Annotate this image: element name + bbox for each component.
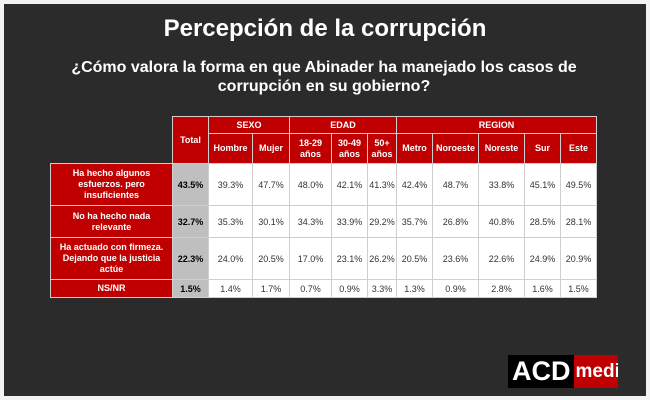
results-table: Total SEXO EDAD REGION Hombre Mujer 18-2… — [50, 116, 598, 298]
value-cell: 34.3% — [289, 205, 333, 238]
group-header-row: Total SEXO EDAD REGION — [50, 116, 598, 164]
value-cell: 26.2% — [367, 237, 398, 280]
row-label: Ha hecho algunos esfuerzos. pero insufic… — [50, 163, 173, 206]
group-header-sexo: SEXO — [207, 116, 291, 134]
value-cell: 20.5% — [396, 237, 434, 280]
value-cell: 2.8% — [478, 279, 526, 298]
row-label: Ha actuado con firmeza. Dejando que la j… — [50, 237, 173, 280]
page-title: Percepción de la corrupción — [163, 15, 487, 42]
total-cell: 22.3% — [172, 237, 209, 280]
column-header: Hombre — [208, 133, 253, 164]
value-cell: 1.5% — [560, 279, 598, 298]
column-header: 30-49 años — [331, 133, 369, 164]
value-cell: 41.3% — [367, 163, 398, 206]
value-cell: 1.4% — [208, 279, 253, 298]
column-header: Noroeste — [432, 133, 480, 164]
value-cell: 0.7% — [289, 279, 333, 298]
value-cell: 42.4% — [396, 163, 434, 206]
value-cell: 35.7% — [396, 205, 434, 238]
value-cell: 23.1% — [331, 237, 369, 280]
value-cell: 29.2% — [367, 205, 398, 238]
value-cell: 33.8% — [478, 163, 526, 206]
value-cell: 49.5% — [560, 163, 598, 206]
value-cell: 40.8% — [478, 205, 526, 238]
value-cell: 1.6% — [524, 279, 562, 298]
column-header: 50+ años — [367, 133, 398, 164]
value-cell: 28.5% — [524, 205, 562, 238]
value-cell: 48.0% — [289, 163, 333, 206]
value-cell: 42.1% — [331, 163, 369, 206]
logo-media-text: medi — [573, 355, 618, 388]
value-cell: 20.9% — [560, 237, 598, 280]
value-cell: 47.7% — [251, 163, 291, 206]
total-cell: 43.5% — [172, 163, 209, 206]
value-cell: 48.7% — [432, 163, 480, 206]
value-cell: 24.0% — [208, 237, 253, 280]
column-header: Mujer — [251, 133, 291, 164]
column-header: Sur — [524, 133, 562, 164]
corner-cell — [50, 116, 173, 164]
slide: Percepción de la corrupción ¿Cómo valora… — [4, 4, 646, 396]
row-label: No ha hecho nada relevante — [50, 205, 173, 238]
value-cell: 17.0% — [289, 237, 333, 280]
column-header: Metro — [396, 133, 434, 164]
value-cell: 26.8% — [432, 205, 480, 238]
value-cell: 30.1% — [251, 205, 291, 238]
total-cell: 32.7% — [172, 205, 209, 238]
table-row: No ha hecho nada relevante 32.7% 35.3% 3… — [50, 205, 598, 238]
value-cell: 24.9% — [524, 237, 562, 280]
table-row: NS/NR 1.5% 1.4% 1.7% 0.7% 0.9% 3.3% 1.3%… — [50, 279, 598, 298]
value-cell: 0.9% — [432, 279, 480, 298]
acd-media-logo: ACD medi — [508, 355, 618, 388]
value-cell: 0.9% — [331, 279, 369, 298]
column-header: Este — [560, 133, 598, 164]
column-header-row: Hombre Mujer 18-29 años 30-49 años 50+ a… — [51, 133, 598, 164]
table-row: Ha actuado con firmeza. Dejando que la j… — [50, 237, 598, 280]
value-cell: 1.7% — [251, 279, 291, 298]
value-cell: 28.1% — [560, 205, 598, 238]
row-label: NS/NR — [50, 279, 173, 298]
value-cell: 45.1% — [524, 163, 562, 206]
column-header: 18-29 años — [289, 133, 333, 164]
logo-acd-text: ACD — [508, 355, 574, 388]
group-header-region: REGION — [396, 116, 598, 134]
column-header: Noreste — [478, 133, 526, 164]
survey-question: ¿Cómo valora la forma en que Abinader ha… — [71, 59, 577, 95]
value-cell: 39.3% — [208, 163, 253, 206]
value-cell: 20.5% — [251, 237, 291, 280]
value-cell: 1.3% — [396, 279, 434, 298]
group-header-edad: EDAD — [289, 116, 398, 134]
value-cell: 23.6% — [432, 237, 480, 280]
value-cell: 33.9% — [331, 205, 369, 238]
value-cell: 3.3% — [367, 279, 398, 298]
table-row: Ha hecho algunos esfuerzos. pero insufic… — [50, 163, 598, 206]
value-cell: 22.6% — [478, 237, 526, 280]
total-header: Total — [172, 116, 209, 164]
total-cell: 1.5% — [172, 279, 209, 298]
value-cell: 35.3% — [208, 205, 253, 238]
